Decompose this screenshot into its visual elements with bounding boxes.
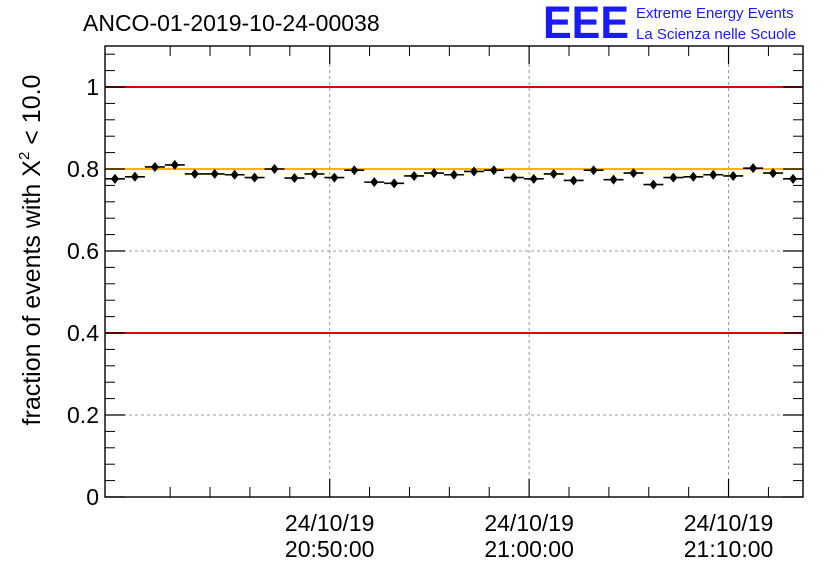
data-point	[583, 165, 604, 176]
data-marker	[410, 170, 419, 181]
data-marker	[210, 168, 219, 179]
x-tick-label-time: 20:50:00	[285, 536, 375, 562]
data-marker	[330, 172, 339, 183]
logo-line-1: Extreme Energy Events	[636, 5, 794, 22]
data-marker	[649, 179, 658, 190]
data-point	[743, 163, 764, 174]
data-point	[244, 172, 265, 183]
data-marker	[130, 171, 139, 182]
data-point	[444, 169, 464, 180]
data-point	[763, 168, 784, 179]
data-point	[424, 168, 445, 179]
data-marker	[310, 168, 319, 179]
data-marker	[669, 172, 678, 183]
data-point	[503, 172, 524, 183]
data-point	[663, 172, 684, 183]
data-marker	[709, 169, 718, 180]
y-tick-label: 0.2	[67, 402, 99, 428]
reference-lines-layer	[105, 86, 803, 334]
y-axis-label-suffix: < 10.0	[18, 75, 46, 152]
data-point	[723, 170, 744, 181]
x-tick-label-date: 24/10/19	[684, 510, 774, 536]
data-point	[144, 161, 165, 172]
data-point	[284, 173, 305, 184]
data-point	[364, 177, 385, 188]
data-point	[523, 173, 544, 184]
data-marker	[609, 174, 618, 185]
eee-logo-mark: EEE	[543, 0, 629, 48]
data-point	[643, 179, 664, 190]
data-point	[384, 178, 405, 189]
data-point	[164, 159, 185, 170]
x-tick-label-date: 24/10/19	[484, 510, 574, 536]
data-marker	[150, 161, 159, 172]
data-marker	[549, 168, 558, 179]
data-marker	[290, 173, 299, 184]
data-marker	[469, 166, 478, 177]
data-marker	[450, 169, 458, 180]
y-tick-label: 0.4	[67, 320, 99, 346]
chart-title: ANCO-01-2019-10-24-00038	[83, 10, 380, 36]
data-marker	[689, 171, 698, 182]
grid-layer	[105, 46, 803, 497]
data-marker	[749, 163, 758, 174]
data-point	[344, 165, 365, 176]
x-tick-label-date: 24/10/19	[285, 510, 375, 536]
data-marker	[769, 168, 778, 179]
data-point	[204, 168, 225, 179]
x-tick-label-time: 21:10:00	[684, 536, 774, 562]
data-marker	[789, 173, 798, 184]
y-axis-label-symbol: X	[18, 160, 46, 177]
data-points-layer	[105, 159, 803, 190]
data-point	[463, 166, 484, 177]
data-marker	[190, 168, 199, 179]
x-tick-label-time: 21:00:00	[484, 536, 574, 562]
data-marker	[629, 168, 638, 179]
data-point	[224, 169, 245, 180]
y-axis-label-exponent: 2	[16, 152, 33, 160]
data-point	[184, 168, 205, 179]
data-marker	[569, 175, 578, 186]
data-point	[304, 168, 325, 179]
data-marker	[110, 173, 119, 184]
data-marker	[270, 164, 279, 174]
data-point	[404, 170, 425, 181]
data-marker	[230, 169, 239, 180]
data-marker	[350, 165, 359, 176]
logo-line-2: La Scienza nelle Scuole	[636, 26, 796, 43]
data-marker	[589, 165, 598, 176]
data-marker	[370, 177, 379, 188]
data-marker	[390, 178, 399, 189]
data-point	[324, 172, 345, 183]
data-point	[483, 165, 504, 176]
data-marker	[489, 165, 498, 176]
data-point	[623, 168, 644, 179]
y-axis-label: fraction of events with X2 < 10.0	[16, 75, 46, 426]
y-tick-label: 0.6	[67, 238, 99, 264]
axis-ticks-layer: 00.20.40.60.8124/10/1920:50:0024/10/1921…	[67, 46, 803, 562]
data-point	[783, 173, 803, 184]
data-marker	[170, 159, 179, 170]
data-point	[563, 175, 584, 186]
data-marker	[430, 168, 439, 179]
data-marker	[529, 173, 538, 184]
y-tick-label: 0	[86, 484, 99, 510]
data-point	[683, 171, 704, 182]
y-tick-label: 1	[86, 74, 99, 100]
data-marker	[729, 170, 738, 181]
data-point	[703, 169, 724, 180]
y-axis-label-prefix: fraction of events with	[18, 177, 46, 426]
data-point	[105, 173, 125, 184]
data-marker	[509, 172, 518, 183]
y-tick-label: 0.8	[67, 156, 99, 182]
data-point	[603, 174, 624, 185]
data-point	[124, 171, 145, 182]
data-point	[543, 168, 564, 179]
data-marker	[250, 172, 259, 183]
data-point	[264, 164, 285, 174]
plot-frame	[104, 45, 804, 498]
